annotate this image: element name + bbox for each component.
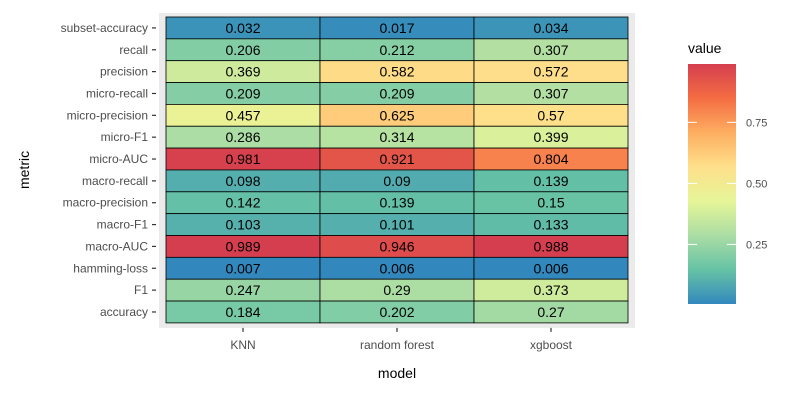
cell-value-label: 0.57 <box>537 107 564 123</box>
legend-ticks: 0.25 0.50 0.75 <box>688 117 767 251</box>
y-tick-label: micro-recall <box>86 86 148 100</box>
cell-value-label: 0.804 <box>533 151 568 167</box>
cell-value-label: 0.184 <box>225 304 260 320</box>
cell-value-label: 0.27 <box>537 304 564 320</box>
y-tick-label: macro-recall <box>82 174 148 188</box>
cell-value-label: 0.989 <box>225 238 260 254</box>
cell-value-label: 0.103 <box>225 217 260 233</box>
cell-value-label: 0.139 <box>533 173 568 189</box>
cell-value-label: 0.209 <box>379 85 414 101</box>
x-axis-title: model <box>378 365 416 381</box>
cell-value-label: 0.314 <box>379 129 414 145</box>
legend-colorbar <box>688 64 736 304</box>
x-tick-label: xgboost <box>530 338 573 352</box>
y-tick-label: accuracy <box>100 305 148 319</box>
x-tick-label: KNN <box>230 338 255 352</box>
y-tick-label: hamming-loss <box>73 261 148 275</box>
y-tick-label: macro-F1 <box>97 218 149 232</box>
color-legend: value 0.25 0.50 0.75 <box>688 40 767 304</box>
cell-value-label: 0.307 <box>533 42 568 58</box>
cell-value-label: 0.006 <box>533 260 568 276</box>
cell-value-label: 0.988 <box>533 238 568 254</box>
cell-value-label: 0.09 <box>383 173 410 189</box>
cell-value-label: 0.101 <box>379 217 414 233</box>
cell-value-label: 0.286 <box>225 129 260 145</box>
cell-value-label: 0.29 <box>383 282 410 298</box>
x-tick-label: random forest <box>360 338 435 352</box>
cell-value-label: 0.212 <box>379 42 414 58</box>
cell-value-label: 0.032 <box>225 20 260 36</box>
cell-value-label: 0.307 <box>533 85 568 101</box>
cell-value-label: 0.373 <box>533 282 568 298</box>
cell-value-label: 0.457 <box>225 107 260 123</box>
y-tick-label: subset-accuracy <box>61 21 148 35</box>
y-tick-label: precision <box>100 65 148 79</box>
cell-value-label: 0.034 <box>533 20 568 36</box>
cell-value-label: 0.399 <box>533 129 568 145</box>
cell-value-label: 0.15 <box>537 195 564 211</box>
y-tick-label: macro-precision <box>63 196 148 210</box>
cell-value-label: 0.582 <box>379 64 414 80</box>
cell-value-label: 0.142 <box>225 195 260 211</box>
y-tick-label: micro-AUC <box>89 152 148 166</box>
cell-value-label: 0.006 <box>379 260 414 276</box>
y-tick-label: micro-F1 <box>101 130 149 144</box>
cell-value-labels: 0.032 0.017 0.034 0.206 0.212 0.307 0.369 0.582… <box>225 20 568 320</box>
y-axis: subset-accuracy recall precision micro-reca… <box>61 21 156 319</box>
cell-value-label: 0.625 <box>379 107 414 123</box>
cell-value-label: 0.206 <box>225 42 260 58</box>
y-tick-label: micro-precision <box>67 108 148 122</box>
cell-value-label: 0.202 <box>379 304 414 320</box>
cell-value-label: 0.572 <box>533 64 568 80</box>
cell-value-label: 0.133 <box>533 217 568 233</box>
cell-value-label: 0.981 <box>225 151 260 167</box>
legend-tick-label: 0.25 <box>746 239 767 251</box>
cell-value-label: 0.247 <box>225 282 260 298</box>
y-axis-title: metric <box>16 151 32 189</box>
cell-value-label: 0.139 <box>379 195 414 211</box>
cell-value-label: 0.017 <box>379 20 414 36</box>
cell-value-label: 0.369 <box>225 64 260 80</box>
heatmap-cells <box>165 16 629 324</box>
legend-tick-label: 0.50 <box>746 178 767 190</box>
legend-title: value <box>688 40 722 56</box>
cell-value-label: 0.921 <box>379 151 414 167</box>
cell-value-label: 0.007 <box>225 260 260 276</box>
heatmap-cell <box>473 300 629 324</box>
cell-value-label: 0.946 <box>379 238 414 254</box>
legend-tick-label: 0.75 <box>746 117 767 129</box>
y-tick-label: F1 <box>134 283 148 297</box>
x-axis: KNN random forest xgboost <box>230 327 573 352</box>
y-tick-label: recall <box>119 43 148 57</box>
cell-value-label: 0.209 <box>225 85 260 101</box>
y-tick-label: macro-AUC <box>85 239 148 253</box>
cell-value-label: 0.098 <box>225 173 260 189</box>
